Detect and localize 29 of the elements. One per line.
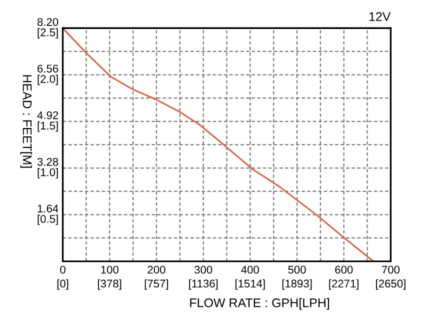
x2-tick-label: [0] bbox=[57, 279, 68, 290]
x-tick-label: 300 bbox=[194, 266, 212, 274]
x2-tick-label: [378] bbox=[98, 279, 122, 290]
x-tick-label: 200 bbox=[148, 266, 166, 274]
x-tick-label: 500 bbox=[288, 266, 306, 274]
x-tick-label: 600 bbox=[335, 266, 353, 274]
y-tick-label: 8.20 bbox=[37, 18, 58, 26]
y-axis-title: HEAD : FEET[M] bbox=[20, 75, 32, 168]
y2-tick-label: [1.5] bbox=[38, 121, 58, 132]
text: 12V bbox=[369, 12, 391, 21]
y2-tick-label: [0.5] bbox=[38, 214, 58, 226]
y-tick-label: 4.92 bbox=[37, 111, 58, 120]
x2-tick-label: [1893] bbox=[282, 279, 312, 290]
x2-tick-label: [1514] bbox=[235, 279, 265, 290]
y-tick-label: 3.28 bbox=[37, 158, 58, 166]
y-tick-label: 6.56 bbox=[38, 64, 58, 73]
x-axis-title: FLOW RATE : GPH[LPH] bbox=[190, 298, 330, 310]
x-tick-label: 400 bbox=[241, 266, 260, 274]
y2-tick-label: [2.5] bbox=[38, 28, 58, 38]
x-tick-label: 0 bbox=[60, 266, 66, 274]
x2-tick-label: [2650] bbox=[376, 279, 406, 290]
x2-tick-label: [757] bbox=[144, 279, 168, 290]
x-tick-label: 700 bbox=[382, 266, 400, 274]
x2-tick-label: [2271] bbox=[329, 279, 358, 290]
x-tick-label: 100 bbox=[101, 266, 118, 274]
y2-tick-label: [1.0] bbox=[38, 168, 58, 178]
y-tick-label: 1.64 bbox=[38, 204, 58, 212]
y2-tick-label: [2.0] bbox=[38, 74, 58, 86]
x2-tick-label: [1136] bbox=[189, 279, 218, 290]
